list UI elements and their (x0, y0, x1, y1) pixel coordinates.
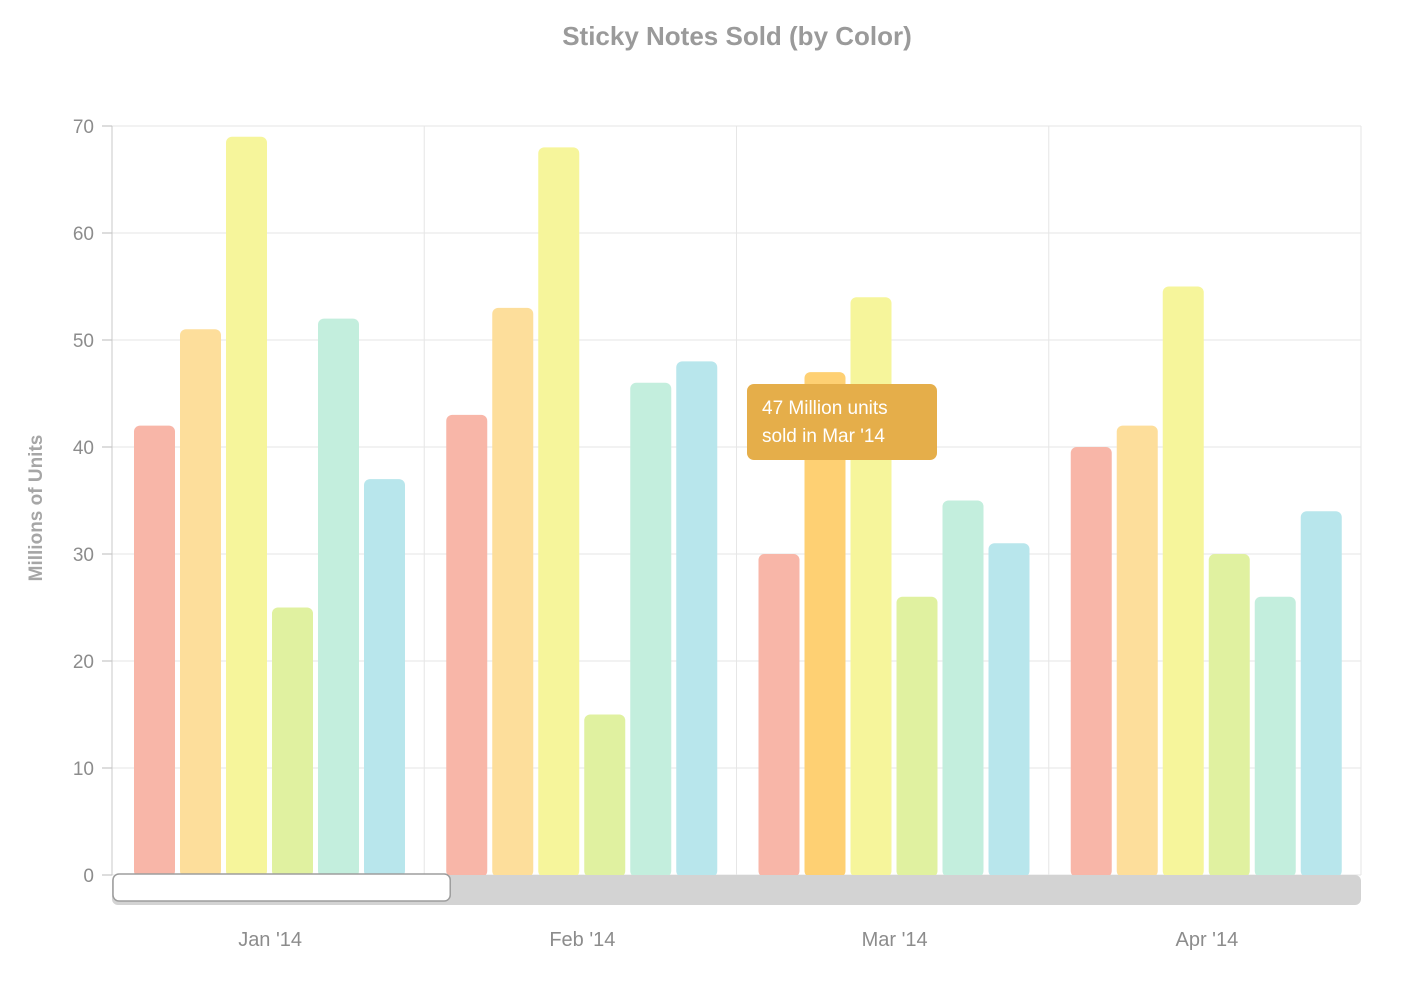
bar-2-5[interactable] (988, 543, 1030, 877)
y-tick-label: 20 (73, 652, 94, 673)
bar-3-1[interactable] (1116, 425, 1158, 877)
y-tick-label: 0 (83, 866, 94, 887)
y-tick-label: 70 (73, 117, 94, 138)
x-tick-label: Mar '14 (862, 929, 928, 951)
bar-3-0[interactable] (1070, 447, 1112, 877)
scrollbar[interactable] (112, 873, 1361, 905)
bar-1-0[interactable] (446, 414, 488, 877)
tooltip: 47 Million units sold in Mar '14 (747, 384, 937, 460)
tooltip-line-2: sold in Mar '14 (762, 426, 885, 447)
bar-1-5[interactable] (676, 361, 718, 877)
bar-1-1[interactable] (492, 307, 534, 877)
bar-0-5[interactable] (364, 479, 405, 877)
bar-3-2[interactable] (1162, 286, 1204, 878)
bar-3-5[interactable] (1300, 511, 1342, 877)
y-tick-label: 10 (73, 759, 94, 780)
bar-1-4[interactable] (630, 382, 672, 877)
bar-2-0[interactable] (758, 554, 800, 877)
bar-0-4[interactable] (318, 318, 359, 878)
bar-3-4[interactable] (1254, 596, 1296, 877)
chart-title: Sticky Notes Sold (by Color) (562, 21, 912, 51)
x-tick-label: Jan '14 (238, 929, 302, 951)
bar-2-1[interactable] (804, 372, 846, 877)
bar-0-2[interactable] (226, 136, 267, 877)
bars (134, 136, 1342, 878)
bar-0-1[interactable] (180, 329, 221, 877)
bar-1-3[interactable] (584, 714, 626, 878)
y-tick-label: 30 (73, 545, 94, 566)
x-tick-label: Apr '14 (1176, 929, 1239, 951)
tooltip-line-1: 47 Million units (762, 398, 888, 419)
bar-2-4[interactable] (942, 500, 984, 878)
scrollbar-thumb[interactable] (112, 873, 451, 902)
x-tick-label: Feb '14 (549, 929, 615, 951)
y-tick-label: 40 (73, 438, 94, 459)
bar-3-3[interactable] (1208, 554, 1250, 877)
bar-1-2[interactable] (538, 147, 580, 877)
bar-0-3[interactable] (272, 607, 313, 878)
y-tick-label: 60 (73, 224, 94, 245)
y-axis-label: Millions of Units (26, 435, 47, 582)
y-tick-label: 50 (73, 331, 94, 352)
bar-2-3[interactable] (896, 596, 938, 877)
axis-ticks: 0 10 20 30 40 50 60 70 Jan '14 Feb '14 Mar '14 Apr … (73, 117, 1238, 951)
bar-0-0[interactable] (134, 425, 175, 877)
